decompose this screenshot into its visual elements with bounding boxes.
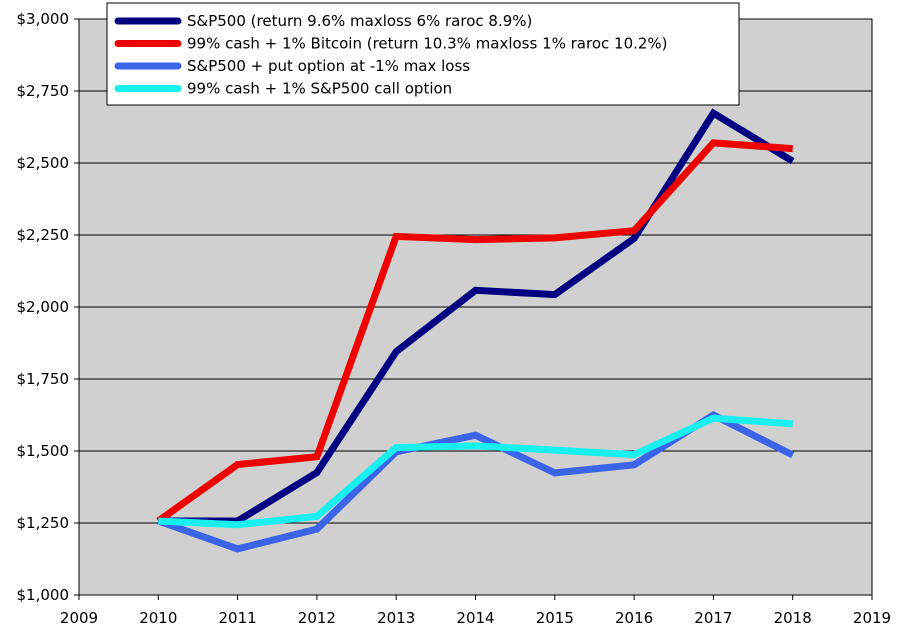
x-tick-label: 2019 (853, 609, 891, 627)
y-tick-label: $1,000 (17, 586, 70, 604)
series-line-4 (158, 414, 793, 529)
y-axis: $1,000 $1,250 $1,500 $1,750 $2,000 $2,250 $2,5… (17, 10, 79, 604)
legend-label: S&P500 (return 9.6% maxloss 6% raroc 8.9… (187, 12, 532, 30)
y-tick-label: $2,250 (17, 226, 70, 244)
x-tick-label: 2018 (774, 609, 812, 627)
y-tick-label: $1,250 (17, 514, 70, 532)
y-tick-label: $1,750 (17, 370, 70, 388)
x-tick-label: 2010 (139, 609, 177, 627)
y-tick-label: $1,500 (17, 442, 70, 460)
x-axis: 2009 2010 2011 2012 2013 2014 2015 2016 2017 2018… (60, 595, 891, 627)
series-group (156, 108, 795, 553)
legend-label: 99% cash + 1% Bitcoin (return 10.3% maxl… (187, 35, 668, 53)
x-tick-label: 2013 (377, 609, 415, 627)
y-tick-label: $2,000 (17, 298, 70, 316)
x-tick-label: 2009 (60, 609, 98, 627)
legend: S&P500 (return 9.6% maxloss 6% raroc 8.9… (106, 2, 740, 106)
y-tick-label: $3,000 (17, 10, 70, 28)
y-tick-label: $2,500 (17, 154, 70, 172)
x-tick-label: 2012 (298, 609, 336, 627)
y-tick-label: $2,750 (17, 82, 70, 100)
legend-label: 99% cash + 1% S&P500 call option (187, 80, 452, 98)
legend-label: S&P500 + put option at -1% max loss (187, 57, 470, 75)
x-tick-label: 2014 (456, 609, 494, 627)
series-line-2 (156, 139, 793, 524)
x-tick-label: 2015 (536, 609, 574, 627)
legend-box (106, 2, 740, 106)
x-tick-label: 2017 (694, 609, 732, 627)
series-line-1 (158, 108, 795, 525)
x-tick-label: 2011 (219, 609, 257, 627)
x-tick-label: 2016 (615, 609, 653, 627)
